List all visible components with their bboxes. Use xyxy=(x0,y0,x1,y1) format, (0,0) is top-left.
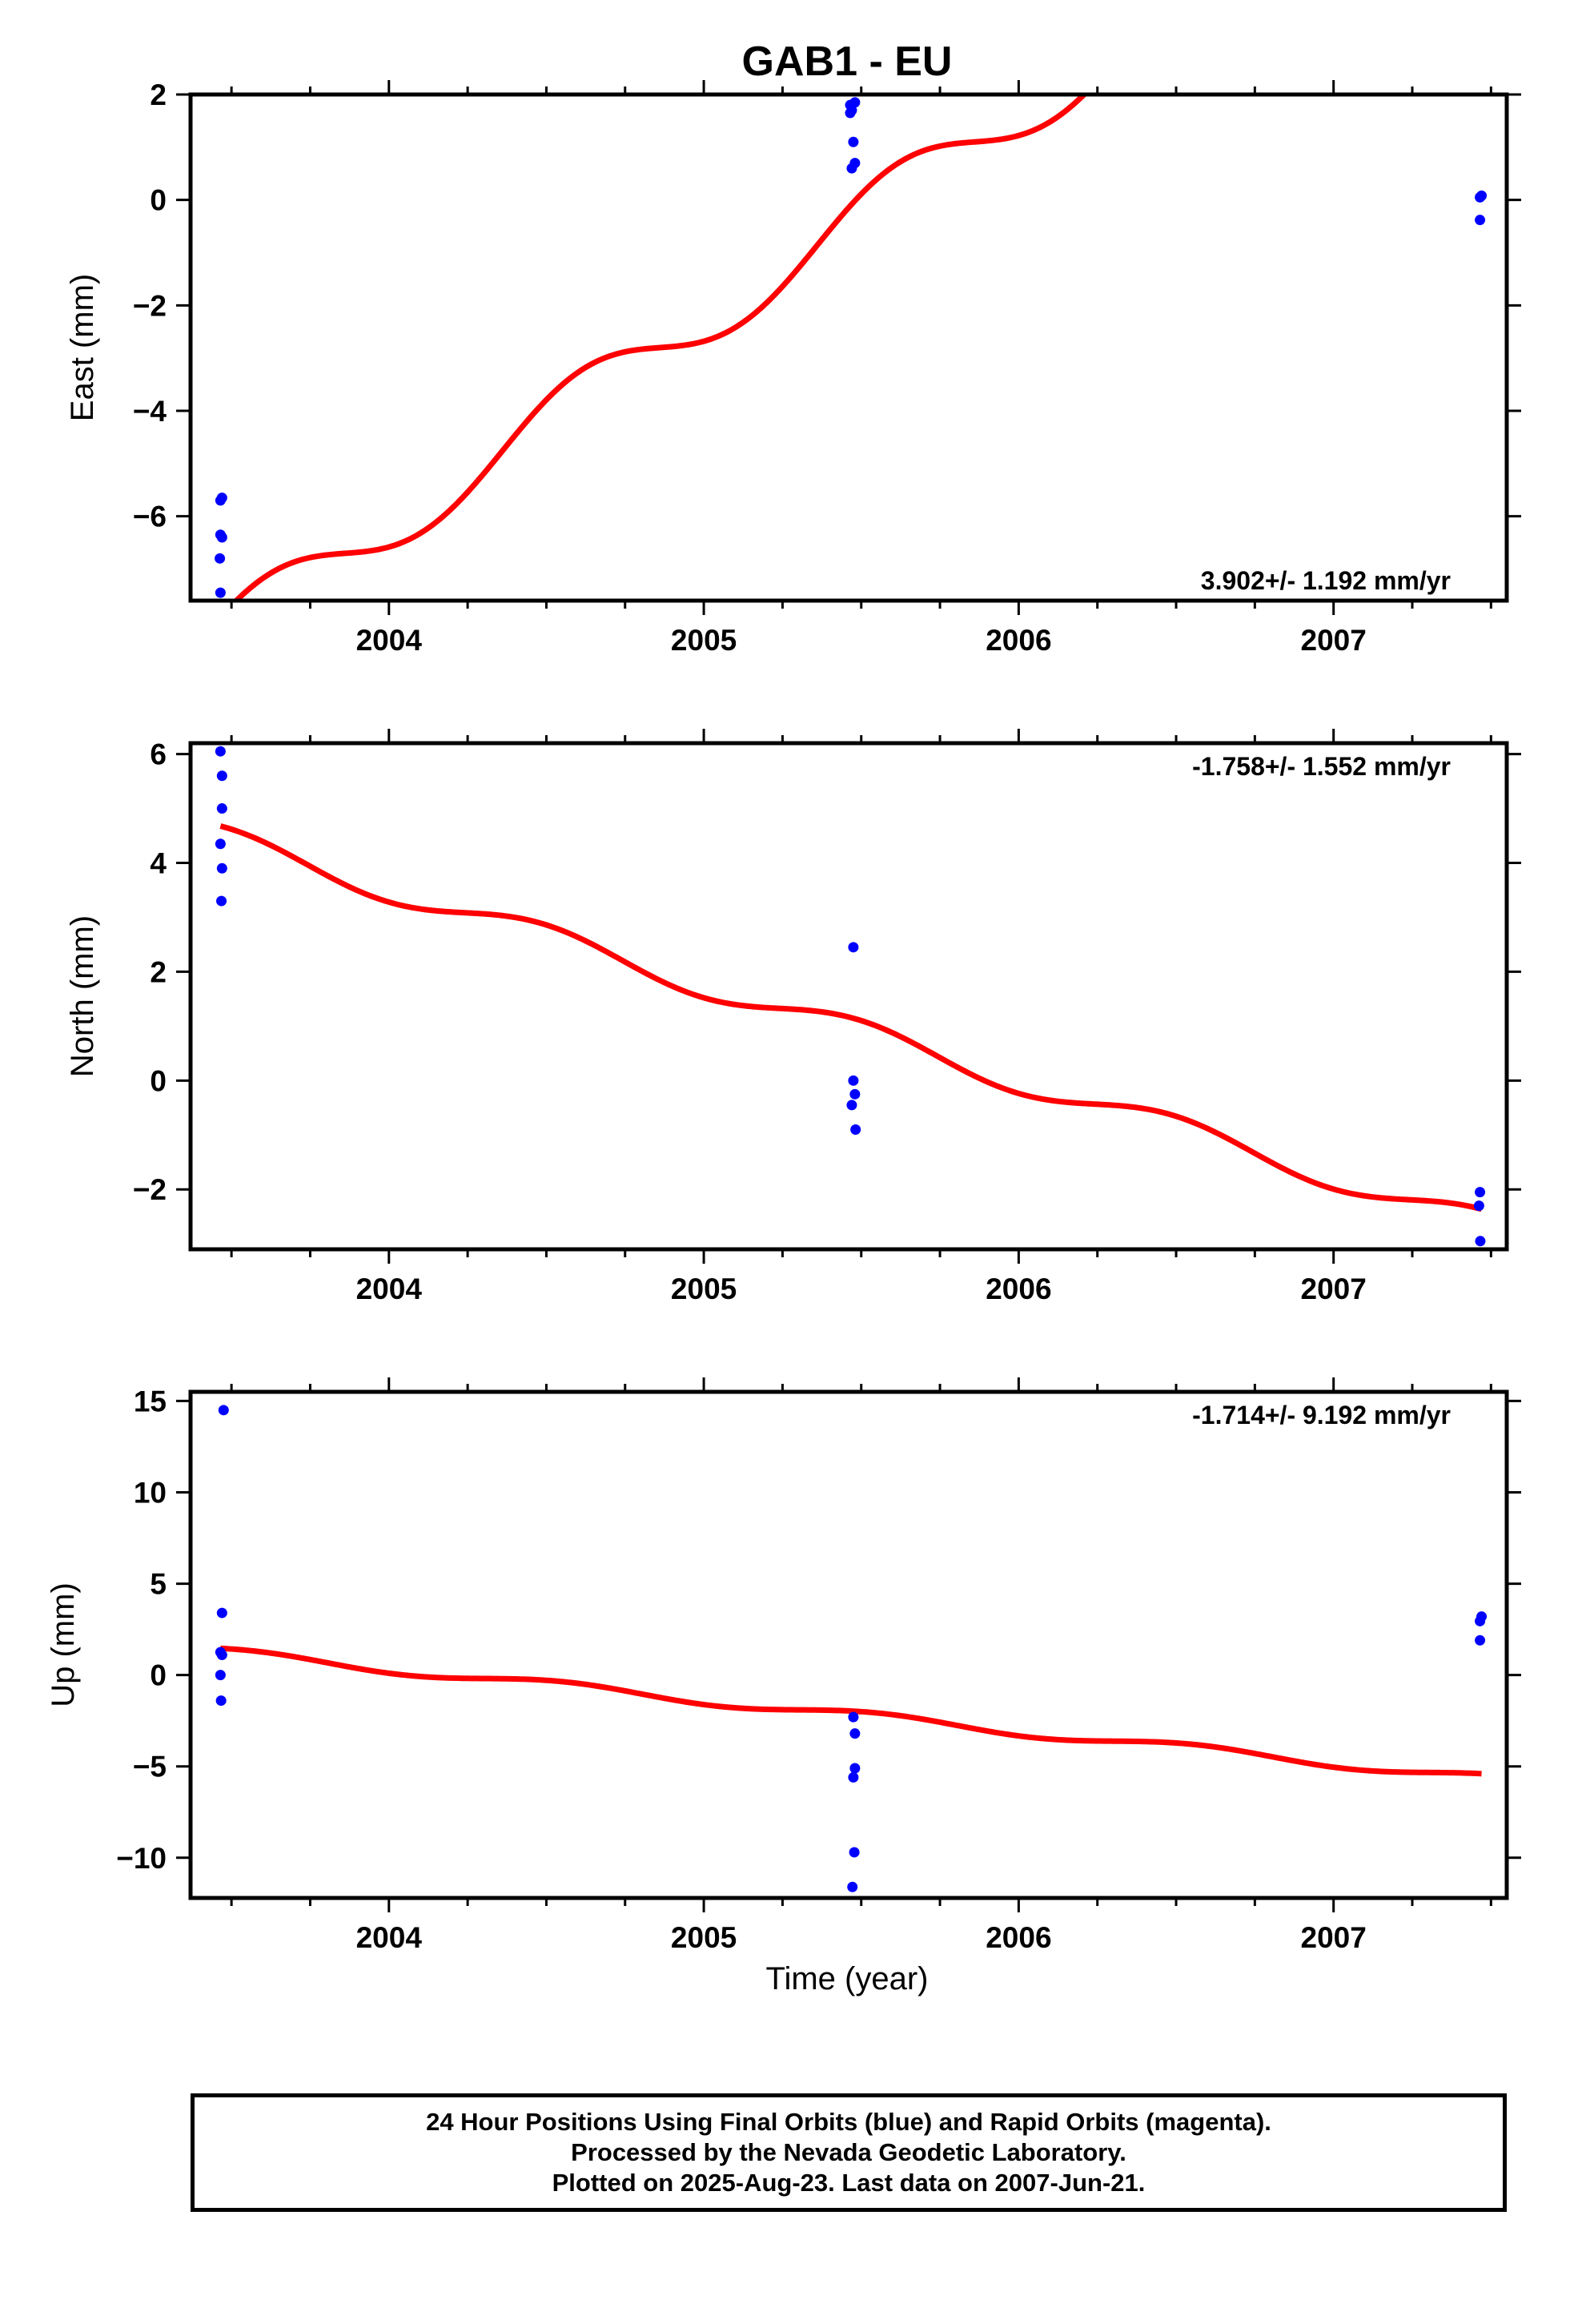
data-point xyxy=(216,1607,227,1618)
data-point xyxy=(848,1075,859,1086)
data-point xyxy=(216,1650,227,1661)
chart-panel-east: 2004 2005 2006 2007 2 0 −2 −4 −6 East (mm) 3.902+/… xyxy=(65,78,1521,657)
y-tick-label: 15 xyxy=(134,1385,167,1417)
data-point xyxy=(849,1088,861,1100)
data-point xyxy=(215,587,226,598)
rate-label: 3.902+/- 1.192 mm/yr xyxy=(1201,566,1451,595)
x-axis-label: Time (year) xyxy=(766,1961,929,1996)
data-point xyxy=(216,862,227,874)
plot-frame xyxy=(188,1389,1509,1900)
data-point xyxy=(849,1728,861,1739)
data-point xyxy=(1476,190,1488,201)
data-point xyxy=(1475,1634,1486,1646)
y-tick-label: 0 xyxy=(150,1064,167,1097)
data-point xyxy=(848,1711,859,1723)
data-point xyxy=(845,107,856,119)
y-tick-label: 10 xyxy=(134,1476,167,1509)
x-tick-label: 2005 xyxy=(671,624,737,657)
data-point xyxy=(216,803,227,814)
x-tick-label: 2004 xyxy=(356,624,423,657)
y-tick-label: 2 xyxy=(150,78,167,111)
chart-panel-north: 2004 2005 2006 2007 6 4 2 0 −2 North (mm) -1.758+/… xyxy=(65,729,1521,1305)
y-tick-label: 5 xyxy=(150,1568,167,1601)
data-point xyxy=(215,1695,227,1707)
rate-label: -1.714+/- 9.192 mm/yr xyxy=(1192,1401,1451,1429)
x-tick-label: 2006 xyxy=(986,1273,1051,1305)
fit-line xyxy=(220,1645,1482,1777)
data-point xyxy=(1473,1200,1484,1212)
data-point xyxy=(216,532,227,543)
data-point xyxy=(216,895,227,907)
y-tick-label: −2 xyxy=(133,289,167,322)
x-tick-label: 2004 xyxy=(356,1921,423,1954)
data-point xyxy=(847,1881,858,1892)
y-tick-label: 2 xyxy=(150,955,167,988)
footer-line-2: Processed by the Nevada Geodetic Laborat… xyxy=(571,2138,1126,2166)
data-point xyxy=(849,1847,860,1858)
fit-line xyxy=(232,94,1089,601)
data-point xyxy=(849,97,861,108)
data-point xyxy=(1475,1187,1486,1198)
y-tick-label: 6 xyxy=(150,738,167,771)
data-point xyxy=(215,1670,226,1681)
data-point xyxy=(848,942,859,953)
y-tick-label: −10 xyxy=(116,1842,167,1875)
figure-title: GAB1 - EU xyxy=(742,38,953,85)
data-point xyxy=(846,163,857,174)
y-tick-label: 0 xyxy=(150,1659,167,1692)
y-tick-label: 0 xyxy=(150,184,167,217)
x-tick-label: 2007 xyxy=(1301,1273,1367,1305)
x-tick-label: 2006 xyxy=(986,624,1051,657)
x-tick-label: 2007 xyxy=(1301,1921,1367,1954)
x-tick-label: 2004 xyxy=(356,1273,423,1305)
footer-line-3: Plotted on 2025-Aug-23. Last data on 200… xyxy=(552,2169,1146,2197)
x-tick-label: 2005 xyxy=(671,1921,737,1954)
data-point xyxy=(1475,215,1486,226)
footer-note-box: 24 Hour Positions Using Final Orbits (bl… xyxy=(191,2093,1507,2212)
fit-line xyxy=(219,823,1483,1212)
y-tick-label: −4 xyxy=(133,395,167,428)
rate-label: -1.758+/- 1.552 mm/yr xyxy=(1192,752,1451,781)
data-point xyxy=(846,1100,857,1111)
x-tick-label: 2005 xyxy=(671,1273,737,1305)
data-point xyxy=(218,1405,229,1416)
plot-frame xyxy=(188,92,1509,603)
y-axis-label: North (mm) xyxy=(65,915,100,1077)
y-tick-label: −5 xyxy=(133,1751,167,1783)
data-point xyxy=(215,553,226,564)
y-axis-label: East (mm) xyxy=(65,274,100,421)
data-point xyxy=(1475,1615,1486,1626)
x-tick-label: 2007 xyxy=(1301,624,1367,657)
y-axis-label: Up (mm) xyxy=(46,1582,81,1707)
footer-line-1: 24 Hour Positions Using Final Orbits (bl… xyxy=(426,2108,1271,2136)
data-point xyxy=(216,770,227,782)
data-point xyxy=(215,838,226,850)
y-tick-label: 4 xyxy=(150,847,167,880)
data-point xyxy=(215,746,226,757)
data-point xyxy=(850,1124,861,1135)
x-tick-label: 2006 xyxy=(986,1921,1051,1954)
chart-panel-up: 2004 2005 2006 2007 15 10 5 0 −5 −10 Up (mm) -1.714… xyxy=(46,1377,1521,1954)
data-point xyxy=(216,493,227,504)
plot-frame xyxy=(188,741,1509,1252)
data-point xyxy=(848,136,859,147)
data-point xyxy=(1475,1236,1486,1247)
data-point xyxy=(848,1771,859,1783)
y-tick-label: −6 xyxy=(133,501,167,533)
data-point xyxy=(849,1763,861,1774)
y-tick-label: −2 xyxy=(133,1173,167,1206)
